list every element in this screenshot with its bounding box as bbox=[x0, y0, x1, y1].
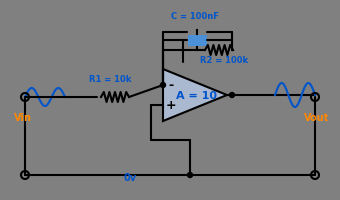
Text: R1 = 10k: R1 = 10k bbox=[89, 75, 131, 84]
Circle shape bbox=[230, 93, 235, 98]
Text: 0v: 0v bbox=[123, 172, 137, 182]
Circle shape bbox=[160, 83, 166, 88]
Circle shape bbox=[187, 173, 192, 178]
Text: A = 10: A = 10 bbox=[176, 91, 218, 100]
Text: C = 100nF: C = 100nF bbox=[171, 12, 219, 21]
Text: Vout: Vout bbox=[304, 112, 329, 122]
Text: +: + bbox=[166, 99, 176, 112]
Polygon shape bbox=[163, 70, 227, 121]
Text: Vin: Vin bbox=[14, 112, 32, 122]
Text: R2 = 100k: R2 = 100k bbox=[200, 56, 248, 65]
Text: -: - bbox=[168, 79, 173, 92]
